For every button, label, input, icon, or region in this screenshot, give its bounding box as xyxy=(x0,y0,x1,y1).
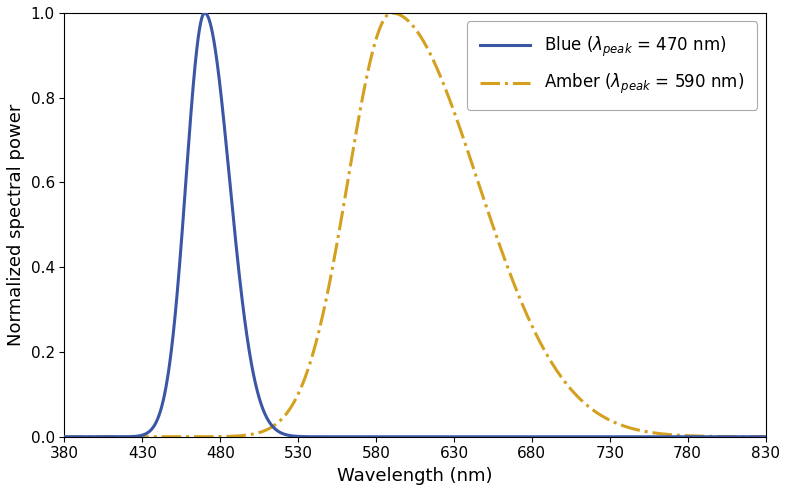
Legend: Blue ($\lambda_{peak}$ = 470 nm), Amber ($\lambda_{peak}$ = 590 nm): Blue ($\lambda_{peak}$ = 470 nm), Amber … xyxy=(467,21,757,110)
X-axis label: Wavelength (nm): Wavelength (nm) xyxy=(338,467,493,485)
Y-axis label: Normalized spectral power: Normalized spectral power xyxy=(7,104,25,346)
